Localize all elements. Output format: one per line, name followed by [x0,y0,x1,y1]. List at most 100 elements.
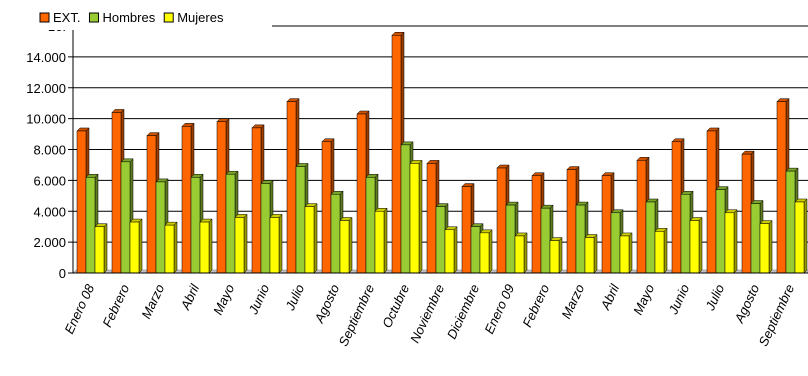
x-tick-label: Enero 09 [481,282,517,336]
bar-front-face [181,126,192,274]
y-tick-label: 8.000 [33,143,66,158]
bar-mujeres [794,198,808,274]
bar-front-face [540,207,551,274]
bar-front-face [146,135,157,274]
legend-swatch [39,12,50,23]
bar-mujeres [584,233,598,274]
x-axis: Enero 08 Febrero Marzo Abril Mayo Junio Julio A… [61,272,808,349]
bar-front-face [356,113,367,274]
bar-mujeres [339,216,353,274]
bar-side-face [173,221,178,274]
bar-front-face [199,221,210,274]
bar-front-face [286,101,297,274]
x-tick-label: Noviembre [407,282,447,345]
x-tick-label: Julio [282,282,307,313]
bar-front-face [461,186,472,274]
bar-side-face [628,232,633,274]
bar-front-face [505,204,516,274]
x-tick-label: Enero 08 [61,281,97,336]
y-tick-label: 6.000 [33,173,66,188]
bar-side-face [488,229,493,274]
legend-label: Mujeres [177,10,224,25]
bar-front-face [391,35,402,274]
x-tick-label: Junio [245,282,272,317]
bar-front-face [304,206,315,274]
bar-mujeres [94,223,108,274]
x-tick-label: Febrero [519,282,552,330]
bar-mujeres [724,209,738,274]
bar-mujeres [164,221,178,274]
bar-front-face [426,163,437,274]
bar-mujeres [689,216,703,274]
y-axis: 02.0004.0006.0008.00010.00012.00014.0001… [26,19,74,281]
bar-front-face [225,173,236,274]
legend-swatch [163,12,174,23]
bar-front-face [164,224,175,274]
bar-side-face [348,216,353,274]
bar-side-face [698,216,703,274]
bar-side-face [103,223,108,274]
bar-front-face [645,201,656,274]
bar-front-face [129,221,140,274]
bar-front-face [85,177,96,274]
bar-mujeres [374,207,388,274]
x-tick-label: Abril [177,281,202,313]
bar-side-face [523,232,528,274]
bar-side-face [383,207,388,274]
bar-front-face [365,177,376,274]
bar-front-face [435,206,446,274]
bar-front-face [566,169,577,274]
bar-front-face [575,204,586,274]
bar-front-face [724,212,735,274]
bar-side-face [593,233,598,274]
bar-front-face [514,235,525,274]
x-tick-label: Marzo [558,282,587,321]
bar-side-face [278,213,283,274]
x-tick-label: Octubre [379,282,412,330]
bar-front-face [295,166,306,274]
bar-mujeres [199,218,213,274]
bar-front-face [601,175,612,274]
bar-front-face [750,203,761,274]
bar-mujeres [409,159,423,274]
bar-front-face [654,231,665,274]
bar-front-face [269,217,280,274]
bar-front-face [584,237,595,274]
bar-front-face [111,112,122,274]
bar-front-face [671,141,682,274]
bar-mujeres [269,213,283,274]
bar-side-face [733,209,738,274]
bar-front-face [120,161,131,274]
bar-front-face [680,194,691,274]
bar-front-face [260,183,271,274]
bar-front-face [155,181,166,274]
y-tick-label: 14.000 [26,50,66,65]
x-tick-label: Abril [597,281,622,313]
legend: EXT. Hombres Mujeres [36,10,272,30]
bar-front-face [321,141,332,274]
x-tick-label: Julio [702,282,727,313]
bar-front-face [251,127,262,274]
x-tick-label: Agosto [731,282,762,326]
bar-side-face [453,226,458,274]
x-tick-label: Junio [665,282,692,317]
x-tick-label: Febrero [99,282,132,330]
bar-front-face [785,170,796,274]
legend-label: EXT. [53,10,80,25]
y-tick-label: 0 [59,266,66,281]
bar-mujeres [234,213,248,274]
x-tick-label: Septiembre [756,282,798,349]
bar-side-face [243,213,248,274]
bar-front-face [409,163,420,274]
bar-front-face [636,160,647,274]
bar-front-face [400,144,411,274]
x-tick-label: Agosto [311,282,342,326]
legend-label: Hombres [102,10,155,25]
bar-side-face [803,198,808,274]
bar-front-face [76,130,87,274]
bar-front-face [234,217,245,274]
x-tick-label: Marzo [138,282,167,321]
x-tick-label: Septiembre [336,282,378,349]
bar-side-face [313,203,318,274]
